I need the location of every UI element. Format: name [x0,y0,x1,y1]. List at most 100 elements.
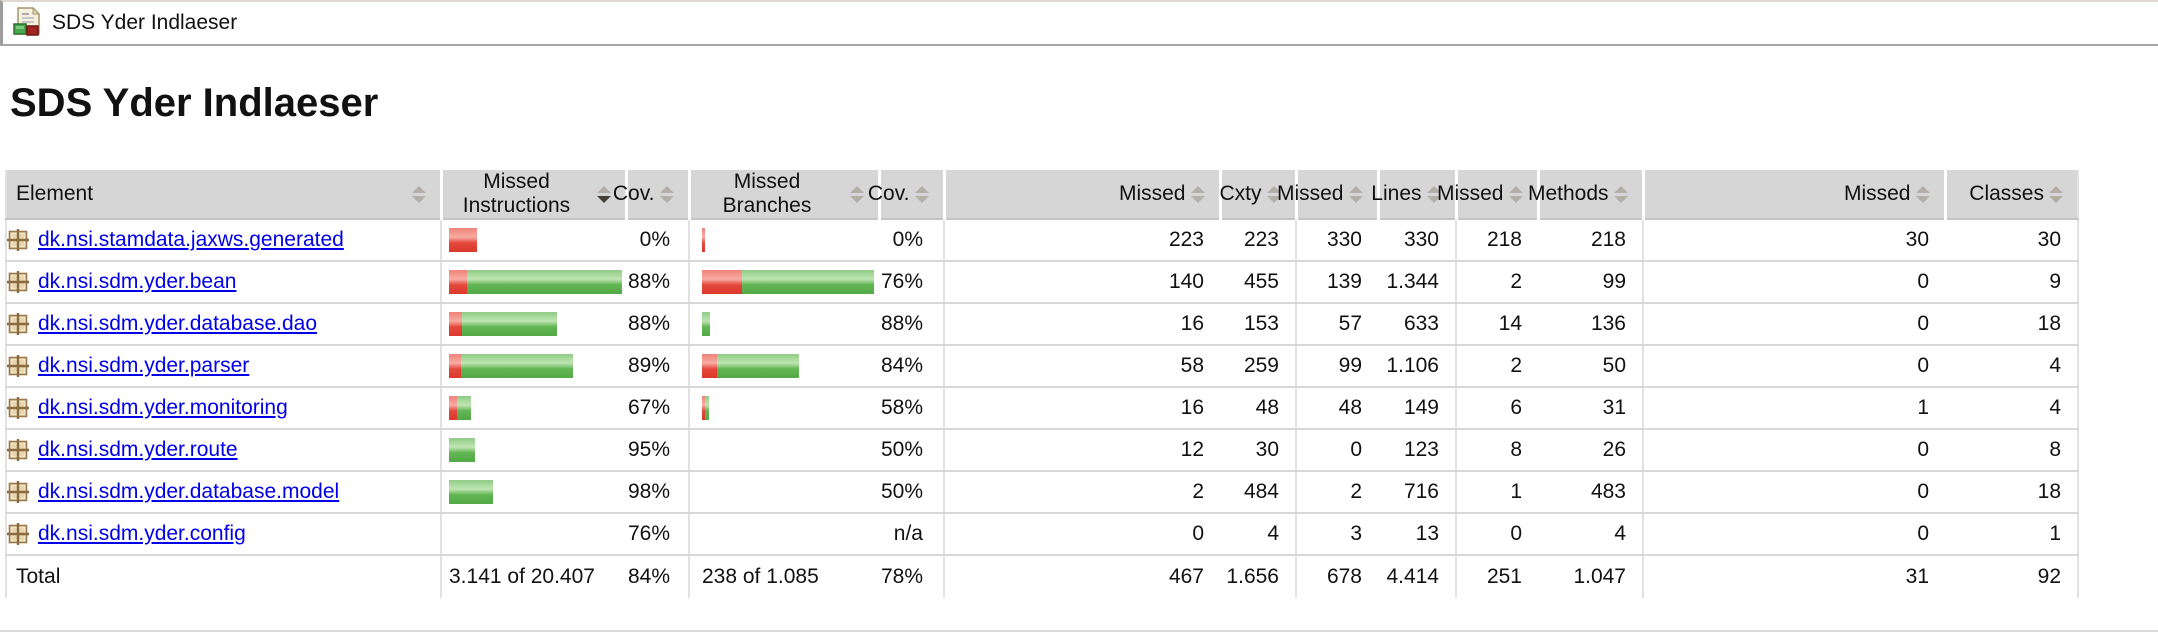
lines-value: 1.106 [1378,345,1456,388]
missed-cxty-value: 12 [943,429,1220,472]
sort-down-arrow-icon [1266,195,1281,203]
missed-lines-value: 48 [1295,387,1378,430]
sort-up-arrow-icon [1915,185,1930,193]
lines-value: 123 [1378,429,1456,472]
sort-up-arrow-icon [2049,185,2063,193]
lines-value: 13 [1378,513,1456,556]
missed-lines-value: 99 [1295,345,1378,388]
missed-cxty-value: 0 [943,513,1220,556]
column-header-label: Methods [1527,182,1609,205]
missed-lines-value: 3 [1295,513,1378,556]
cxty-value: 259 [1220,345,1296,388]
classes-value: 18 [1945,471,2078,514]
instructions-coverage-percent: 88% [626,303,689,346]
column-header-label: Missed [1843,182,1911,205]
missed-lines-value: 2 [1295,471,1378,514]
total-branches: 238 of 1.085 [688,554,879,598]
sort-up-arrow-icon [596,185,611,193]
column-header-classes[interactable]: Classes [1943,170,2078,220]
breadcrumb-report-label: SDS Yder Indlaeser [52,11,238,34]
column-header-methods[interactable]: Methods [1528,170,1643,220]
instructions-coverage-bar [449,312,622,336]
table-header: Element Missed Instructions Cov. Missed … [6,170,2078,220]
missed-methods-value: 8 [1455,429,1538,472]
package-link[interactable]: dk.nsi.sdm.yder.route [38,438,238,461]
table-row: dk.nsi.sdm.yder.database.model 98% 50% 2… [6,471,2078,514]
package-link[interactable]: dk.nsi.stamdata.jaxws.generated [38,228,344,251]
missed-classes-value: 1 [1642,387,1945,430]
missed-lines-value: 57 [1295,303,1378,346]
package-link[interactable]: dk.nsi.sdm.yder.parser [38,354,250,377]
total-missed-cxty: 467 [943,554,1220,598]
sort-down-arrow-icon [1190,195,1205,203]
column-header-missed-instructions[interactable]: Missed Instructions [439,170,626,220]
sort-down-arrow-icon [2049,195,2063,203]
column-header-label: Lines [1371,182,1422,205]
missed-methods-value: 0 [1455,513,1538,556]
missed-lines-value: 330 [1295,219,1378,262]
page-title: SDS Yder Indlaeser [10,81,379,125]
missed-classes-value: 0 [1642,261,1945,304]
classes-value: 30 [1945,219,2078,262]
sort-up-arrow-icon [659,185,674,193]
column-header-label: Cov. [612,182,655,205]
sort-up-arrow-icon [849,185,864,193]
sort-down-arrow-icon [849,195,864,203]
breadcrumb: SDS Yder Indlaeser [0,0,2158,46]
column-header-label: Cov. [867,182,910,205]
total-branches-coverage: 78% [879,554,944,598]
table-row: dk.nsi.sdm.yder.monitoring 67% 58% 16 48… [6,387,2078,430]
sort-up-arrow-icon [1266,185,1281,193]
sort-arrows-icon [849,185,864,203]
sort-up-arrow-icon [1348,185,1363,193]
missed-methods-value: 14 [1455,303,1538,346]
column-header-missed[interactable]: Missed [942,170,1220,220]
column-header-missed[interactable]: Missed [1277,170,1378,220]
package-link[interactable]: dk.nsi.sdm.yder.database.model [38,480,340,503]
package-link[interactable]: dk.nsi.sdm.yder.config [38,522,246,545]
report-icon [13,7,43,39]
column-header-label: Missed Branches [722,170,812,217]
column-header-missed[interactable]: Missed [1641,170,1945,220]
package-link[interactable]: dk.nsi.sdm.yder.monitoring [38,396,288,419]
missed-lines-value: 139 [1295,261,1378,304]
branches-coverage-percent: 58% [879,387,944,430]
missed-methods-value: 6 [1455,387,1538,430]
classes-value: 18 [1945,303,2078,346]
missed-methods-value: 218 [1455,219,1538,262]
branches-coverage-bar [702,522,874,546]
sort-arrows-icon [1613,185,1628,203]
table-row: dk.nsi.stamdata.jaxws.generated 0% 0% 22… [6,219,2078,262]
sort-arrows-icon [411,185,426,203]
missed-classes-value: 0 [1642,429,1945,472]
classes-value: 4 [1945,345,2078,388]
sort-arrows-icon [1266,185,1281,203]
package-link[interactable]: dk.nsi.sdm.yder.database.dao [38,312,318,335]
package-link[interactable]: dk.nsi.sdm.yder.bean [38,270,237,293]
lines-value: 716 [1378,471,1456,514]
missed-classes-value: 0 [1642,345,1945,388]
instructions-coverage-bar [449,396,622,420]
branches-coverage-percent: 76% [879,261,944,304]
sort-down-arrow-icon [596,195,611,203]
column-header-cxty[interactable]: Cxty [1218,170,1296,220]
branches-coverage-percent: 84% [879,345,944,388]
instructions-coverage-bar [449,522,622,546]
branches-coverage-bar [702,480,874,504]
sort-down-arrow-icon [411,195,426,203]
column-header-missed[interactable]: Missed [1437,170,1538,220]
sort-up-arrow-icon [914,185,929,193]
missed-classes-value: 0 [1642,303,1945,346]
column-header-lines[interactable]: Lines [1371,170,1456,220]
column-header-cov-[interactable]: Cov. [613,170,689,220]
branches-coverage-percent: 50% [879,429,944,472]
instructions-coverage-bar [449,270,622,294]
column-header-missed-branches[interactable]: Missed Branches [687,170,879,220]
column-header-element[interactable]: Element [6,170,441,220]
column-header-cov-[interactable]: Cov. [868,170,944,220]
instructions-coverage-percent: 0% [626,219,689,262]
cxty-value: 153 [1220,303,1296,346]
total-row: Total 3.141 of 20.407 84% 238 of 1.085 7… [6,554,2078,598]
column-header-label: Missed [1118,182,1186,205]
missed-lines-value: 0 [1295,429,1378,472]
